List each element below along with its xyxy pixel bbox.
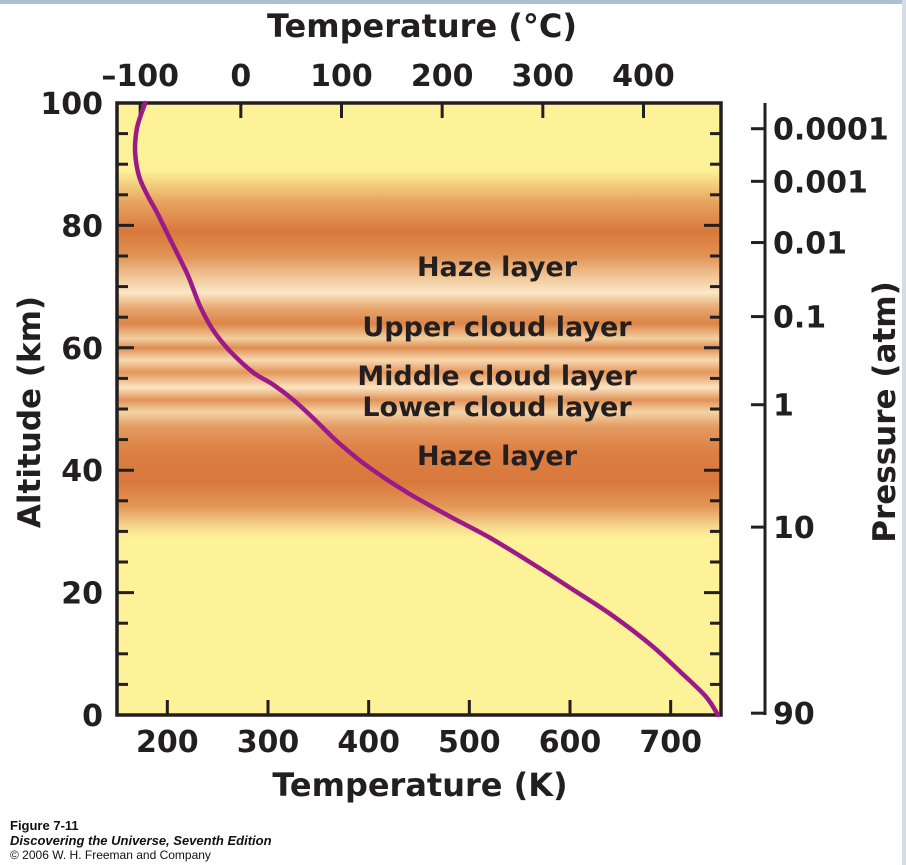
- left-tick-label-20: 20: [61, 577, 103, 612]
- top-tick-label-0: –100: [101, 59, 179, 94]
- left-tick-labels: 0 20 40 60 80 100: [40, 87, 103, 734]
- left-tick-label-100: 100: [40, 87, 103, 122]
- figure-number: Figure 7-11: [10, 818, 79, 833]
- bottom-tick-label-600: 600: [539, 725, 602, 760]
- bottom-tick-label-500: 500: [438, 725, 501, 760]
- bottom-tick-label-700: 700: [639, 725, 702, 760]
- top-tick-labels: –100 0 100 200 300 400: [101, 59, 674, 94]
- top-axis-title: Temperature (°C): [267, 7, 577, 45]
- pressure-tick-label-4: 1: [773, 389, 794, 424]
- venus-atmosphere-chart: 200 300 400 500 600 700 –100 0 100 200 300 400 0 20…: [12, 7, 903, 804]
- top-tick-label-1: 0: [230, 59, 251, 94]
- bottom-tick-label-200: 200: [136, 725, 199, 760]
- bottom-axis-title: Temperature (K): [272, 766, 567, 804]
- layer-label-lower-cloud: Lower cloud layer: [362, 392, 632, 423]
- layer-label-middle-cloud: Middle cloud layer: [357, 361, 637, 392]
- right-tick-labels: 0.0001 0.001 0.01 0.1 1 10 90: [773, 113, 889, 732]
- bottom-tick-labels: 200 300 400 500 600 700: [136, 725, 702, 760]
- layer-label-upper-cloud: Upper cloud layer: [362, 312, 632, 343]
- pressure-tick-label-3: 0.1: [773, 301, 826, 336]
- top-tick-label-4: 300: [512, 59, 575, 94]
- axis-ticks: [117, 101, 765, 717]
- plot-area: [117, 103, 721, 715]
- bottom-tick-label-400: 400: [337, 725, 400, 760]
- book-title: Discovering the Universe, Seventh Editio…: [10, 833, 272, 848]
- top-tick-label-2: 100: [310, 59, 373, 94]
- right-axis-title: Pressure (atm): [867, 281, 903, 543]
- top-tick-label-3: 200: [411, 59, 474, 94]
- pressure-tick-label-2: 0.01: [773, 227, 847, 262]
- left-axis-title: Altitude (km): [12, 296, 48, 528]
- window-frame-right: [902, 0, 906, 865]
- top-tick-label-5: 400: [612, 59, 675, 94]
- pressure-tick-label-6: 90: [773, 697, 815, 732]
- pressure-tick-label-0: 0.0001: [773, 113, 889, 148]
- window-frame-top: [0, 0, 906, 4]
- layer-label-haze-upper: Haze layer: [417, 252, 578, 283]
- figure-caption: Figure 7-11 Discovering the Universe, Se…: [10, 818, 272, 863]
- left-tick-label-0: 0: [82, 699, 103, 734]
- pressure-tick-label-5: 10: [773, 511, 815, 546]
- left-tick-label-60: 60: [61, 332, 103, 367]
- plot-frame: [115, 101, 723, 717]
- left-tick-label-80: 80: [61, 209, 103, 244]
- copyright-notice: © 2006 W. H. Freeman and Company: [10, 848, 211, 862]
- pressure-tick-label-1: 0.001: [773, 165, 868, 200]
- layer-label-haze-lower: Haze layer: [417, 441, 578, 472]
- bottom-tick-label-300: 300: [237, 725, 300, 760]
- temperature-profile-line: [132, 100, 721, 718]
- left-tick-label-40: 40: [61, 454, 103, 489]
